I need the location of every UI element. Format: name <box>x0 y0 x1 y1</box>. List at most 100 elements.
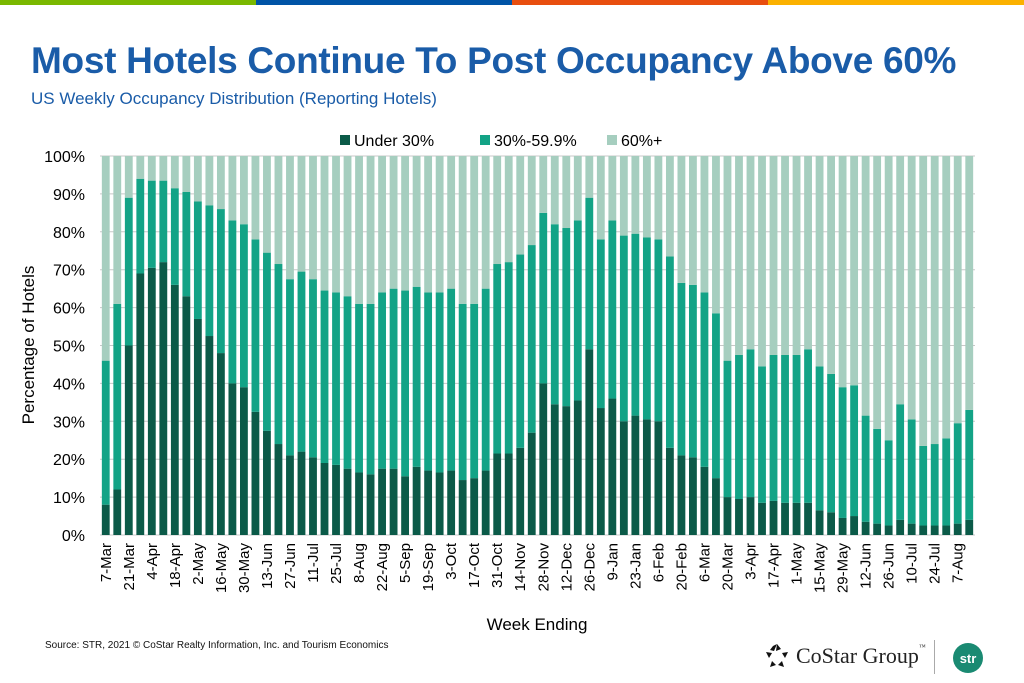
x-tick-label: 17-Apr <box>766 543 783 588</box>
bar-segment-30-59 <box>758 366 766 503</box>
x-tick-label: 7-Mar <box>98 543 115 582</box>
bar-segment-30-59 <box>781 354 789 503</box>
bar-segment-under-30 <box>873 523 882 535</box>
bar-segment-60-plus <box>481 156 490 289</box>
bar-segment-30-59 <box>907 419 916 524</box>
bar-segment-under-30 <box>309 457 317 535</box>
page-subtitle: US Weekly Occupancy Distribution (Report… <box>31 89 437 108</box>
bar-segment-30-59 <box>274 264 283 445</box>
bar-segment-30-59 <box>366 303 375 475</box>
bar-segment-under-30 <box>827 512 835 535</box>
bar-segment-60-plus <box>320 156 329 291</box>
bar-segment-30-59 <box>942 438 951 526</box>
costar-tm: ™ <box>918 643 926 651</box>
bar-segment-30-59 <box>286 279 294 456</box>
bar-segment-30-59 <box>850 385 859 517</box>
costar-logo: CoStar Group™ <box>764 643 926 669</box>
bar-segment-30-59 <box>240 224 248 388</box>
y-tick-label: 20% <box>53 452 85 469</box>
bar-segment-60-plus <box>516 156 525 255</box>
bar-segment-60-plus <box>619 156 628 236</box>
bar-segment-30-59 <box>343 296 352 469</box>
x-tick-label: 21-Mar <box>121 543 138 591</box>
bar-segment-30-59 <box>504 262 513 454</box>
bar-segment-60-plus <box>216 156 225 210</box>
bar-segment-60-plus <box>677 156 686 283</box>
bar-segment-30-59 <box>792 354 801 503</box>
bar-segment-under-30 <box>182 296 191 535</box>
bar-segment-30-59 <box>930 444 939 526</box>
bar-segment-under-30 <box>619 421 628 535</box>
bar-segment-60-plus <box>873 156 882 429</box>
bar-segment-30-59 <box>596 239 605 409</box>
x-tick-label: 14-Nov <box>512 543 529 592</box>
bar-segment-30-59 <box>159 180 168 263</box>
legend-label: Under 30% <box>354 133 434 150</box>
bar-segment-under-30 <box>136 273 145 535</box>
bar-segment-30-59 <box>320 290 329 463</box>
bar-segment-60-plus <box>585 156 594 198</box>
bar-segment-60-plus <box>608 156 617 221</box>
bar-segment-30-59 <box>689 284 697 458</box>
bar-segment-under-30 <box>435 472 444 535</box>
bar-segment-30-59 <box>884 440 893 526</box>
bar-segment-under-30 <box>562 406 571 535</box>
bar-segment-30-59 <box>263 252 271 431</box>
bar-segment-60-plus <box>907 156 916 420</box>
bar-segment-under-30 <box>792 502 801 535</box>
bar-segment-60-plus <box>228 156 237 221</box>
bar-segment-30-59 <box>700 292 709 467</box>
x-tick-label: 8-Aug <box>351 543 368 583</box>
bar-segment-under-30 <box>608 398 617 535</box>
bar-segment-30-59 <box>447 288 456 471</box>
bar-segment-30-59 <box>723 360 732 498</box>
x-tick-label: 1-May <box>789 543 806 585</box>
bar-segment-60-plus <box>665 156 674 257</box>
x-tick-label: 20-Mar <box>719 543 736 591</box>
bar-segment-30-59 <box>642 237 651 420</box>
bar-segment-60-plus <box>758 156 766 367</box>
bar-segment-under-30 <box>320 462 329 535</box>
bar-segment-30-59 <box>677 282 686 456</box>
bar-segment-60-plus <box>366 156 375 304</box>
bar-segment-under-30 <box>240 387 248 535</box>
bar-segment-under-30 <box>723 497 732 535</box>
bar-segment-under-30 <box>815 510 824 535</box>
bar-segment-under-30 <box>470 478 479 535</box>
bar-segment-30-59 <box>412 286 421 467</box>
bar-segment-60-plus <box>631 156 640 234</box>
bar-segment-30-59 <box>619 235 628 422</box>
bar-segment-30-59 <box>297 271 306 452</box>
bar-segment-30-59 <box>136 178 145 274</box>
bar-segment-under-30 <box>389 468 398 535</box>
bar-segment-under-30 <box>585 349 594 535</box>
bar-segment-under-30 <box>758 502 766 535</box>
bar-segment-30-59 <box>493 264 502 454</box>
bar-segment-60-plus <box>401 156 410 291</box>
x-tick-label: 17-Oct <box>466 542 483 588</box>
y-tick-label: 30% <box>53 414 85 431</box>
bar-segment-60-plus <box>124 156 133 198</box>
bar-segment-60-plus <box>827 156 835 374</box>
bar-segment-under-30 <box>424 470 433 535</box>
bar-segment-under-30 <box>677 455 686 535</box>
x-tick-label: 28-Nov <box>535 543 552 592</box>
bar-segment-60-plus <box>274 156 283 265</box>
costar-star-icon <box>766 644 788 667</box>
bar-segment-30-59 <box>355 303 363 473</box>
bar-segment-under-30 <box>297 451 306 535</box>
bar-segment-60-plus <box>205 156 214 206</box>
x-tick-label: 18-Apr <box>167 543 184 588</box>
bar-segment-under-30 <box>205 336 214 535</box>
bar-segment-under-30 <box>804 502 812 535</box>
bar-segment-under-30 <box>447 470 456 535</box>
legend-swatch <box>340 135 350 145</box>
bar-segment-under-30 <box>159 262 168 535</box>
bar-segment-under-30 <box>838 517 847 535</box>
bar-segment-30-59 <box>378 292 386 469</box>
bar-segment-30-59 <box>401 290 410 477</box>
bar-segment-30-59 <box>527 245 536 433</box>
bar-segment-under-30 <box>228 383 237 535</box>
bar-segment-60-plus <box>458 156 467 304</box>
x-tick-label: 25-Jul <box>328 543 345 584</box>
